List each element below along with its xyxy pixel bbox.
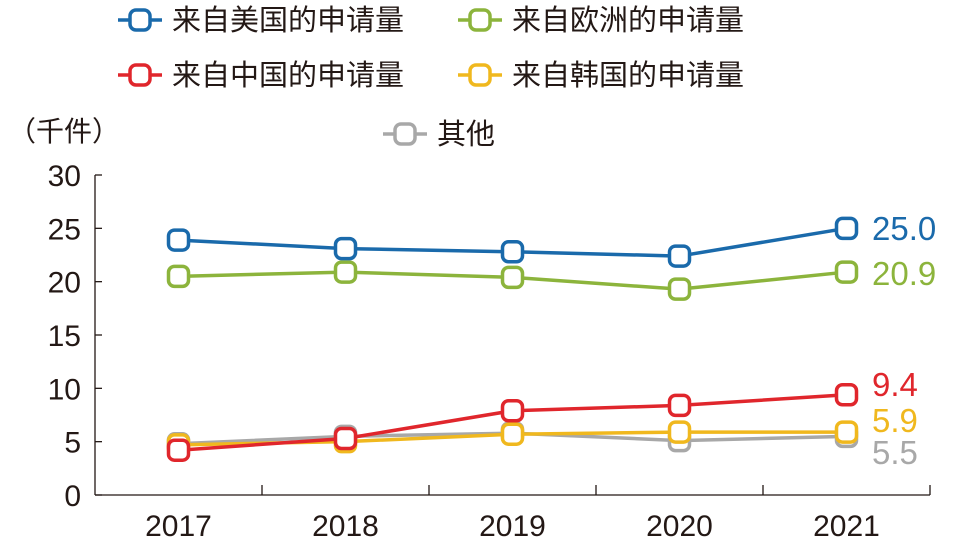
data-point (834, 216, 859, 241)
axes: 0 5 10 15 20 25 30 2017 2018 2019 2020 2021 (48, 160, 931, 543)
legend-label: 其他 (437, 117, 495, 151)
legend-label: 来自欧洲的申请量 (512, 3, 744, 37)
y-tick-label: 25 (48, 213, 81, 246)
y-axis-unit-label: （千件） (8, 115, 120, 148)
legend-marker (393, 122, 417, 146)
legend-label: 来自韩国的申请量 (512, 58, 744, 92)
series-2 (166, 260, 859, 301)
data-point (500, 265, 525, 290)
data-point (667, 244, 692, 268)
data-point (166, 228, 191, 252)
x-tick-label: 2017 (145, 510, 212, 543)
end-value-label: 5.9 (872, 402, 918, 439)
data-point (834, 260, 859, 284)
y-tick-label: 5 (64, 427, 81, 460)
legend-label: 来自美国的申请量 (172, 3, 404, 37)
data-point (834, 420, 859, 444)
legend-item: 来自美国的申请量 (118, 3, 404, 37)
legend-label: 来自中国的申请量 (172, 58, 404, 92)
y-tick-label: 20 (48, 267, 81, 300)
x-tick-label: 2019 (479, 510, 546, 543)
data-point (333, 426, 358, 451)
legend-marker (468, 63, 492, 87)
data-point (500, 398, 525, 423)
legend-marker (468, 8, 492, 32)
y-tick-label: 30 (48, 160, 81, 193)
x-tick-label: 2021 (813, 510, 880, 543)
y-tick-label: 15 (48, 320, 81, 353)
series-1 (166, 216, 859, 268)
legend-item: 来自中国的申请量 (118, 58, 404, 92)
data-point (500, 422, 525, 446)
end-labels: 25.0 20.9 9.45.95.5 (872, 210, 936, 471)
data-point (333, 236, 358, 261)
series-lines (166, 216, 859, 462)
legend-item: 其他 (383, 117, 495, 151)
data-point (667, 393, 692, 418)
y-tick-label: 0 (64, 480, 81, 513)
data-point (667, 420, 692, 444)
series-3 (166, 382, 859, 462)
x-tick-label: 2020 (646, 510, 713, 543)
legend-item: 来自欧洲的申请量 (458, 3, 744, 37)
end-value-label: 9.4 (872, 366, 918, 403)
data-point (500, 240, 525, 264)
end-value-label: 25.0 (872, 210, 936, 247)
data-point (166, 264, 191, 289)
data-point (333, 260, 358, 284)
data-point (834, 382, 859, 407)
end-value-label: 5.5 (872, 434, 918, 471)
legend-marker (128, 63, 152, 87)
data-point (166, 438, 191, 462)
data-point (667, 277, 692, 301)
legend-item: 来自韩国的申请量 (458, 58, 744, 92)
y-tick-label: 10 (48, 373, 81, 406)
legend-marker (128, 8, 152, 32)
x-tick-label: 2018 (312, 510, 379, 543)
end-value-label: 20.9 (872, 255, 936, 292)
